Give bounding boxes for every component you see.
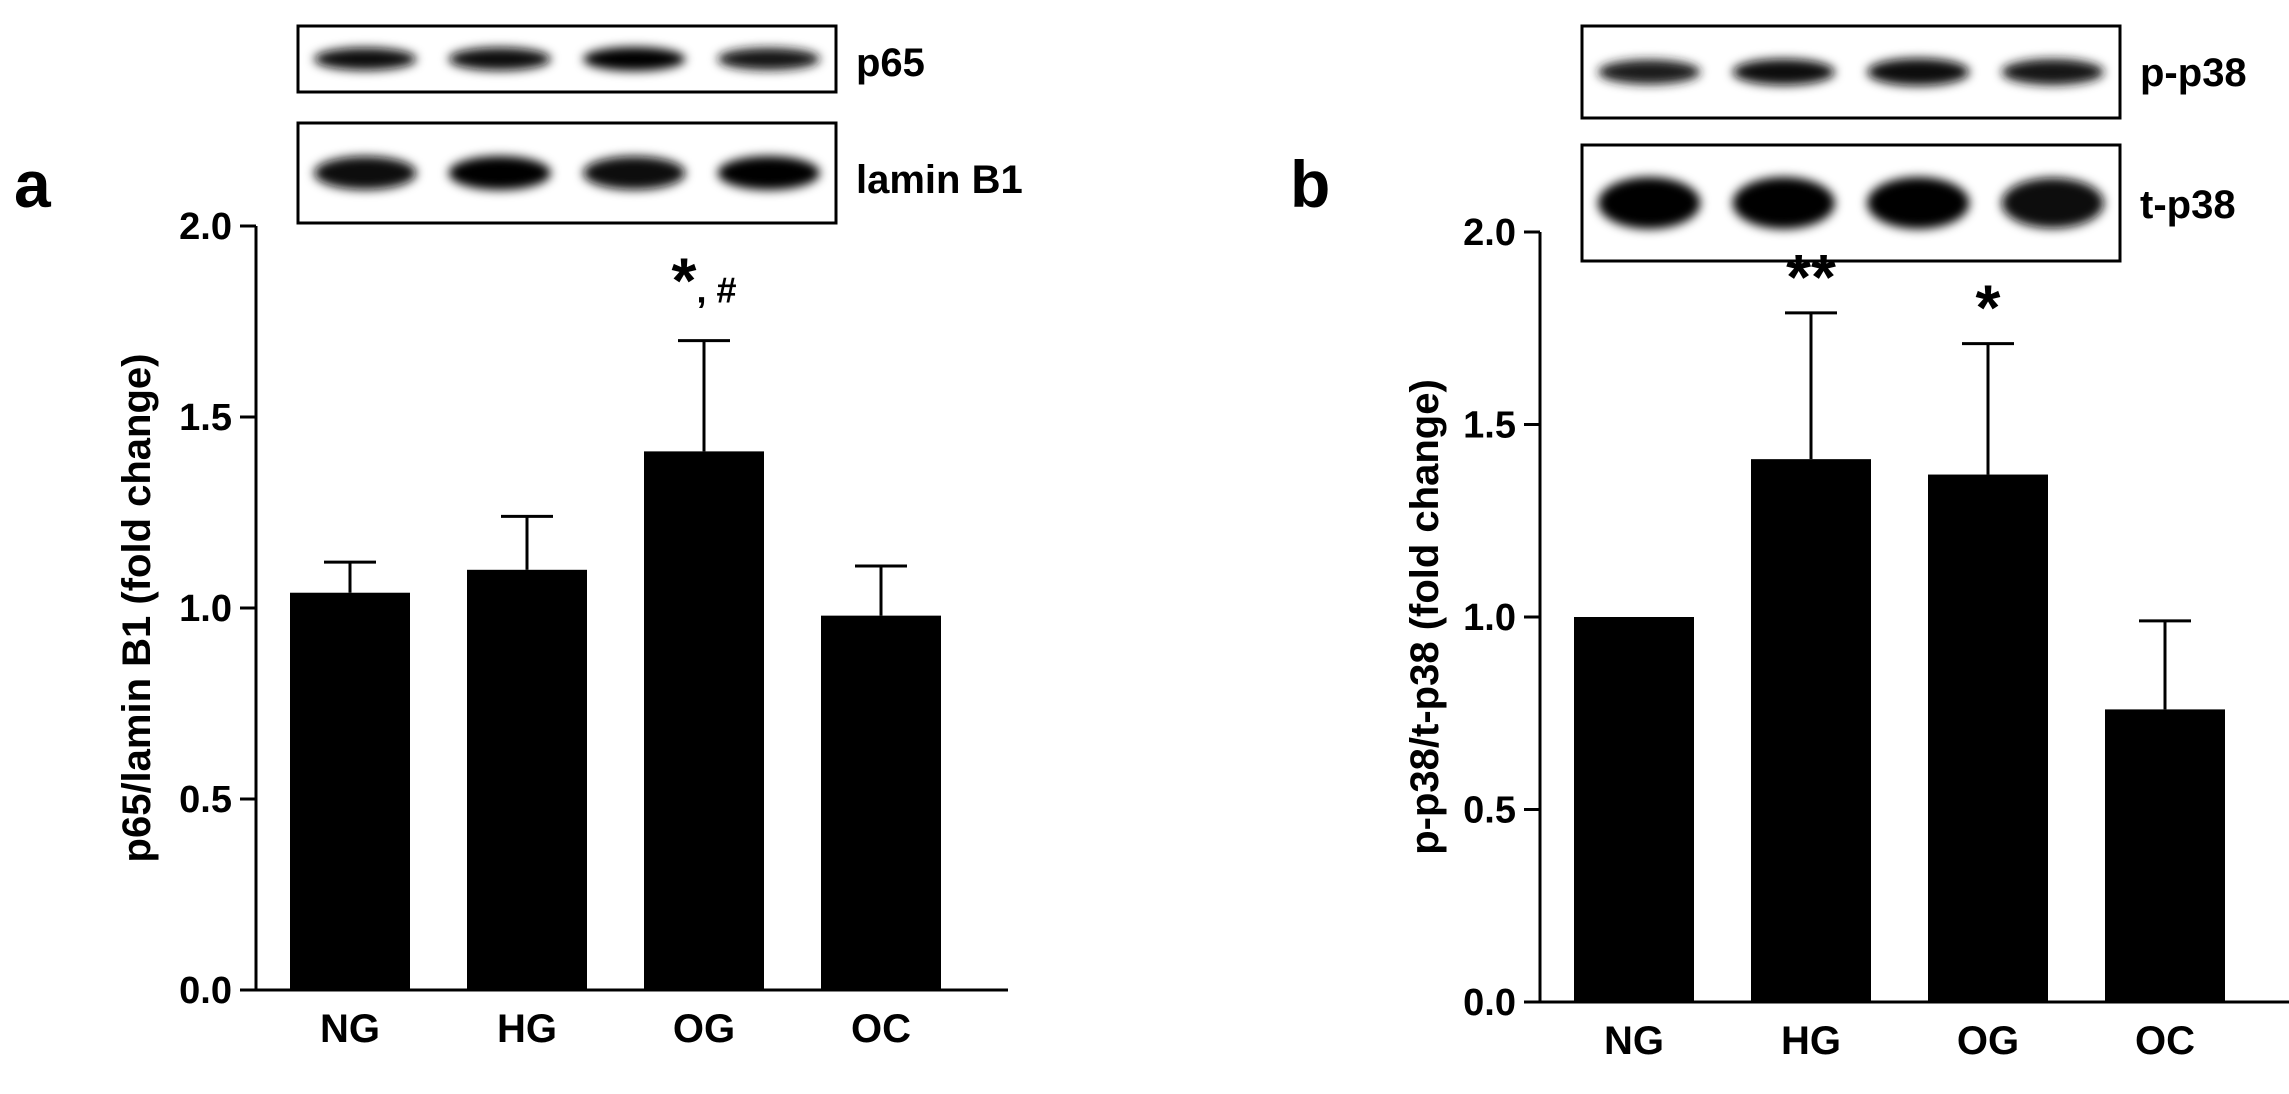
panel-a: a p65 lamin B1 0.0 0.5 1.0 1.5 2.0 p65/lamin … <box>14 24 1023 1051</box>
blot-band <box>583 47 686 71</box>
significance-label: ** <box>1786 241 1836 313</box>
blot-band <box>1732 58 1835 86</box>
y-tick-label: 0.5 <box>179 779 232 821</box>
blot-bands-p-p38 <box>1598 58 2104 86</box>
blot-band <box>448 156 551 190</box>
blot-band <box>1732 177 1835 229</box>
y-tick-label: 2.0 <box>179 206 232 248</box>
bar-chart-b: 0.0 0.5 1.0 1.5 2.0 p-p38/t-p38 (fold change)… <box>1403 212 2289 1063</box>
x-tick-label: HG <box>497 1007 557 1051</box>
bar <box>2105 709 2225 1002</box>
blot-band <box>1598 59 1701 85</box>
significance-label: * <box>1976 272 2001 344</box>
x-tick-label: NG <box>320 1007 380 1051</box>
blot-band <box>717 47 820 71</box>
blot-band <box>2001 177 2104 229</box>
blot-p65: p65 <box>296 24 925 94</box>
panel-letter-a: a <box>14 147 52 221</box>
bar-chart-a: 0.0 0.5 1.0 1.5 2.0 p65/lamin B1 (fold change… <box>115 206 1008 1051</box>
blot-band <box>1867 177 1970 229</box>
bar <box>1751 459 1871 1002</box>
y-axis-title: p-p38/t-p38 (fold change) <box>1403 379 1447 855</box>
y-tick-label: 2.0 <box>1463 212 1516 254</box>
blot-t-p38: t-p38 <box>1580 143 2236 263</box>
y-tick-label: 1.0 <box>1463 597 1516 639</box>
blot-band <box>314 156 417 190</box>
y-tick-label: 0.5 <box>1463 790 1516 832</box>
x-tick-label: OC <box>2135 1019 2195 1063</box>
bar <box>821 615 941 990</box>
blot-band <box>448 47 551 71</box>
blot-band <box>717 156 820 190</box>
x-tick-label: OG <box>673 1007 735 1051</box>
bar <box>1928 474 2048 1002</box>
bar <box>1574 617 1694 1002</box>
panel-b: b p-p38 t-p38 0.0 0.5 1.0 1.5 2.0 p-p38/t-p38… <box>1290 24 2289 1063</box>
x-tick-label: OC <box>851 1007 911 1051</box>
blot-lamin-b1: lamin B1 <box>296 121 1023 225</box>
significance-label: *, # <box>672 245 737 317</box>
blot-label-p-p38: p-p38 <box>2140 51 2247 95</box>
blot-band <box>1598 177 1701 229</box>
blot-bands-p65 <box>314 47 820 71</box>
bar <box>467 569 587 990</box>
y-tick-label: 0.0 <box>1463 982 1516 1024</box>
y-tick-label: 1.0 <box>179 588 232 630</box>
y-tick-label: 0.0 <box>179 970 232 1012</box>
blot-p-p38: p-p38 <box>1580 24 2247 120</box>
blot-band <box>1867 58 1970 86</box>
x-tick-label: HG <box>1781 1019 1841 1063</box>
panel-letter-b: b <box>1290 147 1330 221</box>
bar <box>644 451 764 990</box>
blot-band <box>583 156 686 190</box>
blot-band <box>2001 59 2104 85</box>
blot-label-lamin-b1: lamin B1 <box>856 158 1023 202</box>
y-axis-title: p65/lamin B1 (fold change) <box>115 354 159 863</box>
x-tick-label: OG <box>1957 1019 2019 1063</box>
y-tick-label: 1.5 <box>1463 405 1516 447</box>
y-tick-label: 1.5 <box>179 397 232 439</box>
bar <box>290 592 410 990</box>
blot-bands-lamin-b1 <box>314 156 820 190</box>
blot-label-t-p38: t-p38 <box>2140 183 2236 227</box>
blot-bands-t-p38 <box>1598 177 2104 229</box>
blot-label-p65: p65 <box>856 41 925 85</box>
x-tick-label: NG <box>1604 1019 1664 1063</box>
blot-band <box>314 47 417 71</box>
